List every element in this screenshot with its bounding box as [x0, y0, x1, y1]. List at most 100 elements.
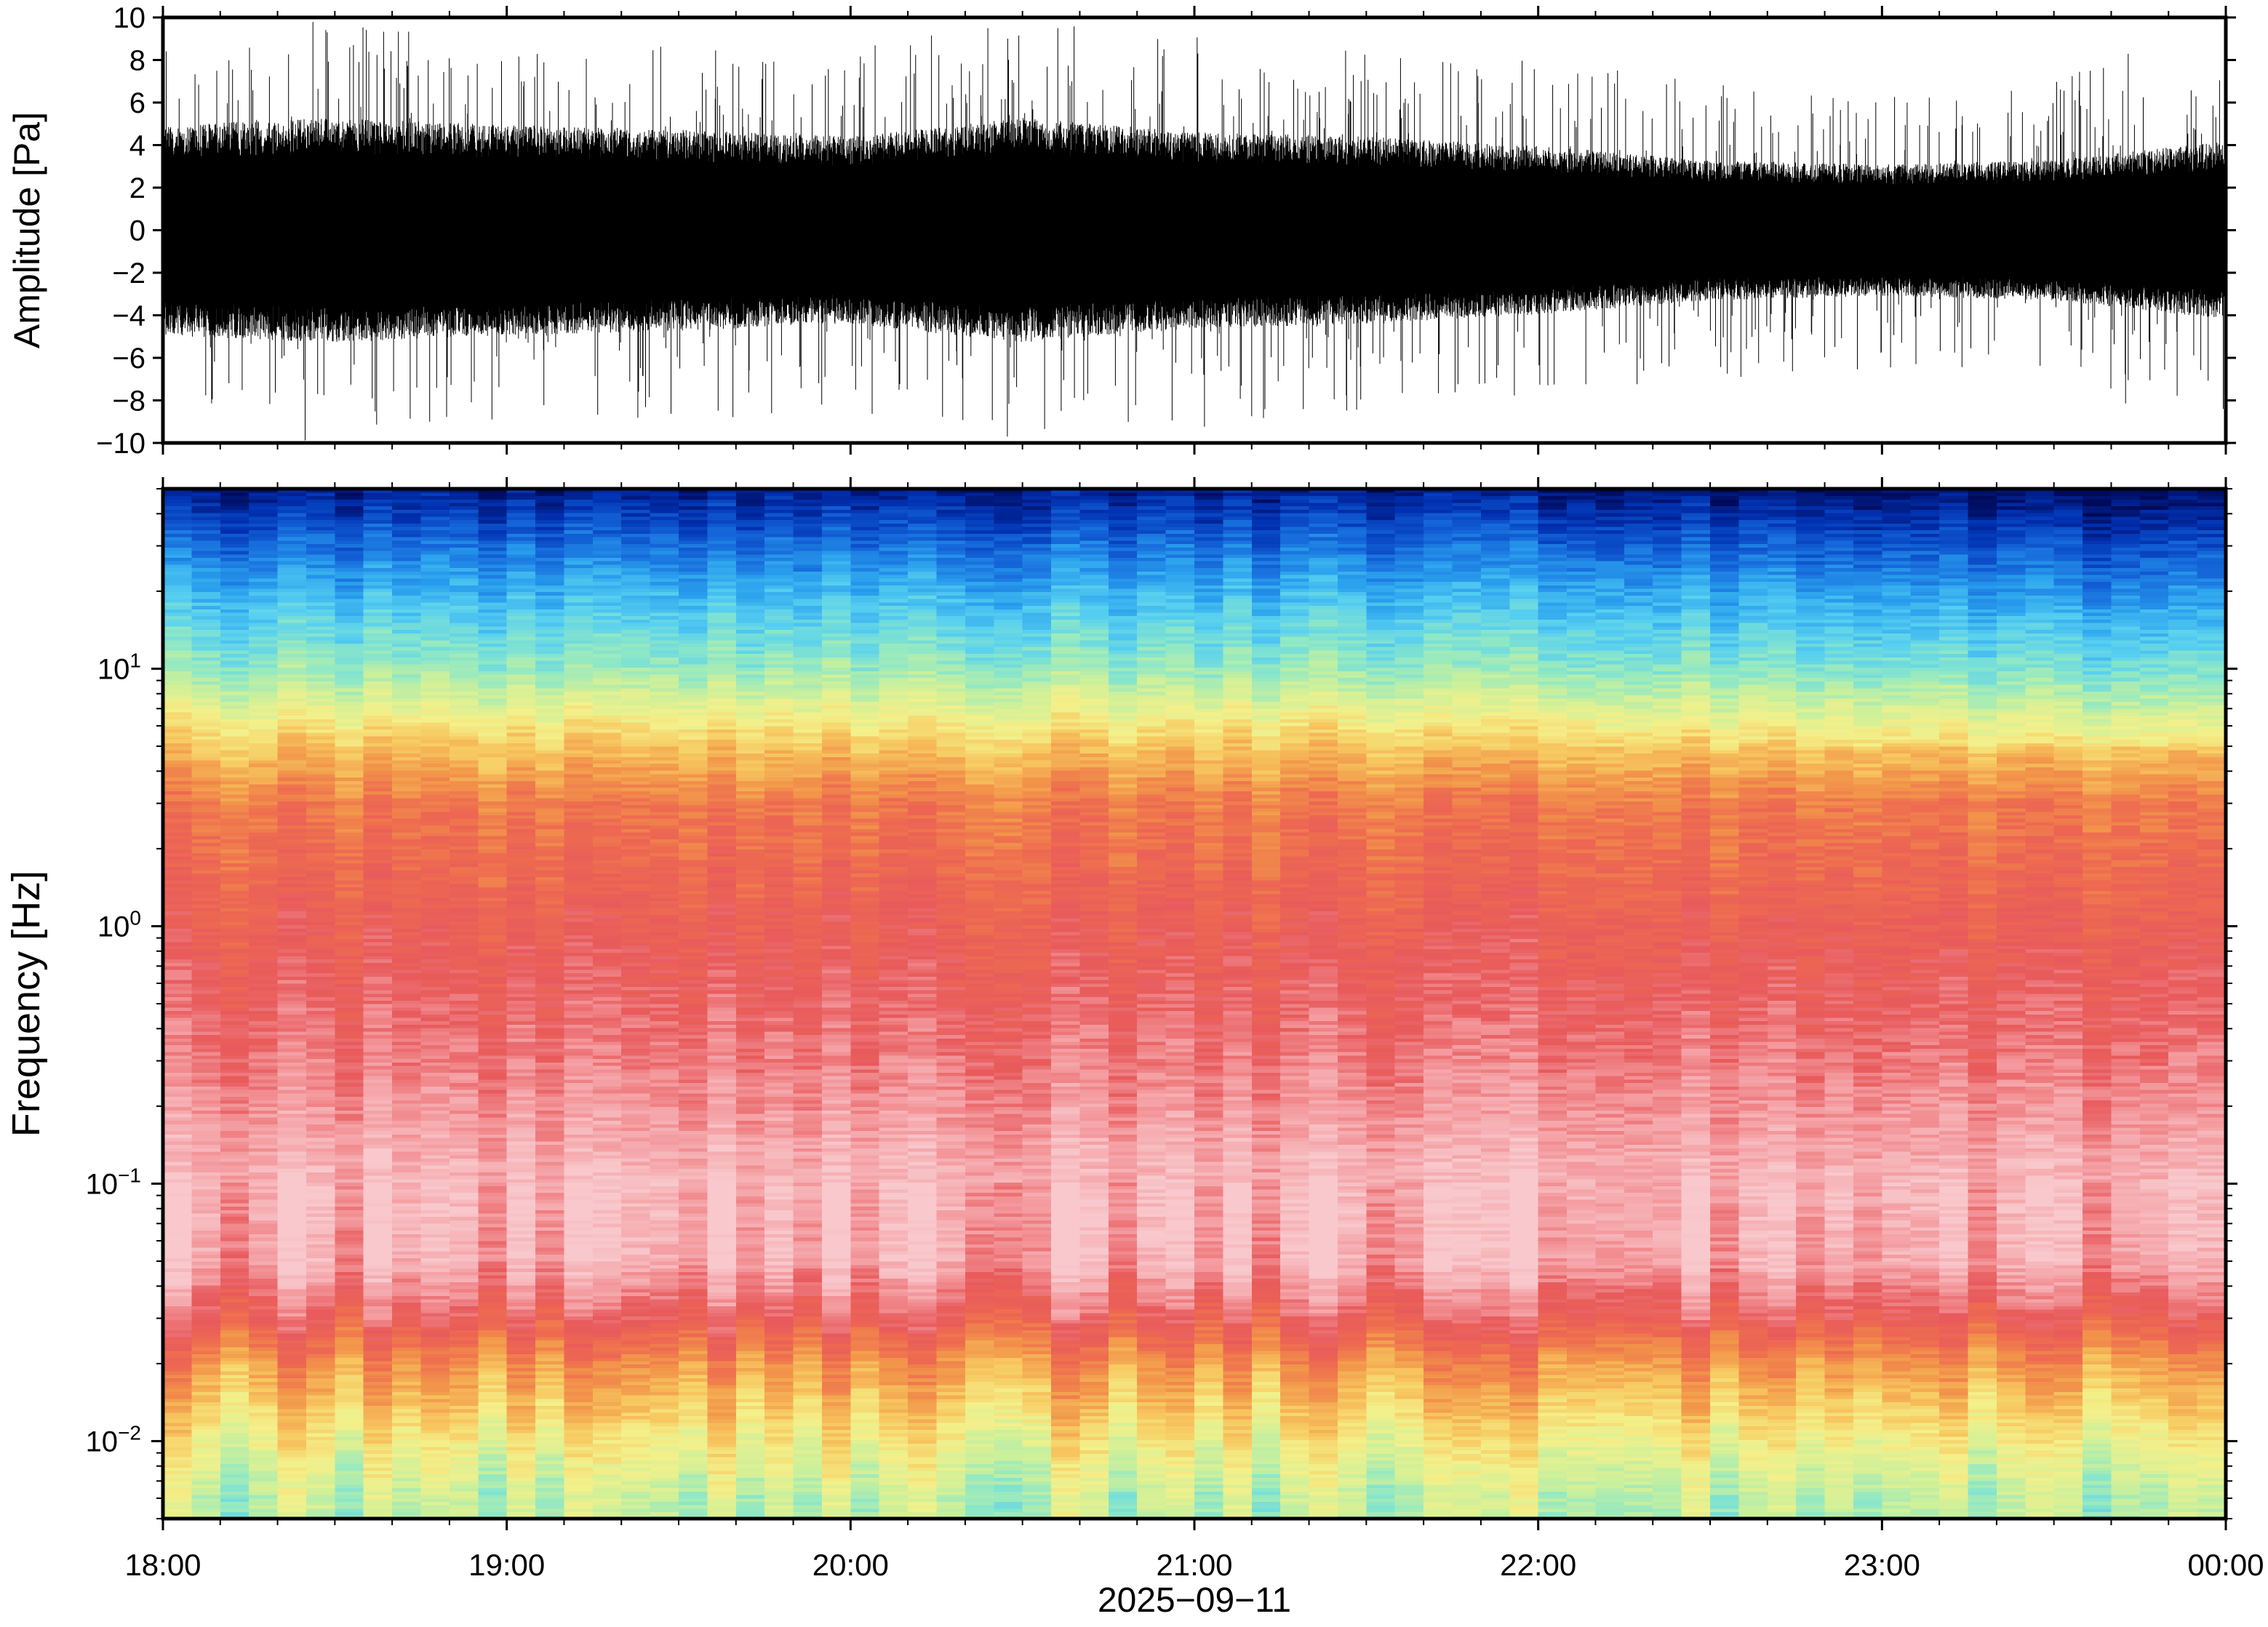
spectrogram-cell [249, 1031, 279, 1036]
spectrogram-cell [163, 585, 192, 589]
spectrogram-cell [621, 1367, 651, 1372]
spectrogram-cell [535, 1140, 565, 1146]
spectrogram-cell [449, 1460, 479, 1465]
spectrogram-cell [420, 938, 450, 943]
spectrogram-cell [535, 893, 565, 898]
spectrogram-cell [564, 1234, 594, 1238]
spectrogram-cell [163, 729, 192, 733]
spectrogram-cell [621, 1388, 651, 1392]
spectrogram-cell [592, 794, 622, 799]
spectrogram-cell [392, 1151, 422, 1156]
spectrogram-cell [420, 495, 450, 500]
spectrogram-cell [420, 835, 450, 840]
spectrogram-cell [592, 1384, 622, 1389]
spectrogram-cell [478, 1116, 508, 1122]
spectrogram-cell [621, 1322, 651, 1327]
spectrogram-cell [277, 705, 307, 709]
spectrogram-cell [306, 1024, 335, 1028]
spectrogram-cell [363, 1457, 393, 1461]
spectrogram-cell [564, 671, 594, 675]
spectrogram-cell [363, 1062, 393, 1066]
spectrogram-cell [363, 818, 393, 823]
spectrogram-cell [249, 839, 279, 843]
spectrogram-cell [392, 1076, 422, 1080]
spectrogram-cell [277, 671, 307, 675]
spectrogram-cell [277, 612, 307, 617]
spectrogram-cell [163, 1134, 192, 1138]
spectrogram-cell [392, 996, 422, 1001]
spectrogram-cell [335, 1138, 364, 1142]
spectrogram-cell [363, 732, 393, 737]
spectrogram-cell [191, 832, 221, 836]
spectrogram-cell [335, 1151, 364, 1156]
spectrogram-cell [564, 684, 594, 689]
spectrogram-cell [220, 914, 249, 919]
spectrogram-cell [249, 928, 279, 932]
spectrogram-cell [506, 721, 536, 727]
spectrogram-cell [392, 595, 422, 599]
spectrogram-cell [249, 1288, 279, 1293]
spectrogram-cell [392, 1481, 422, 1485]
spectrogram-cell [191, 1058, 221, 1063]
spectrogram-cell [420, 1031, 450, 1036]
spectrogram-cell [335, 1467, 364, 1471]
spectrogram-cell [592, 763, 622, 767]
spectrogram-cell [163, 537, 192, 541]
spectrogram-cell [564, 1381, 594, 1386]
spectrogram-cell [592, 880, 622, 884]
spectrogram-cell [392, 1429, 422, 1434]
spectrogram-cell [306, 1065, 335, 1070]
spectrogram-cell [392, 495, 422, 500]
spectrogram-cell [191, 990, 221, 994]
spectrogram-cell [535, 1082, 565, 1087]
spectrogram-cell [478, 787, 508, 791]
spectrogram-cell [449, 1004, 479, 1008]
spectrogram-cell [478, 811, 508, 815]
spectrogram-cell [564, 701, 594, 705]
spectrogram-cell [277, 1090, 307, 1094]
spectrogram-cell [163, 759, 192, 764]
spectrogram-cell [478, 1062, 508, 1066]
spectrogram-cell [220, 1494, 249, 1499]
spectrogram-cell [535, 671, 565, 675]
spectrogram-cell [306, 1188, 335, 1194]
spectrogram-cell [277, 1511, 307, 1516]
spectrogram-cell [535, 1188, 565, 1194]
spectrogram-cell [191, 1226, 221, 1231]
spectrogram-cell [564, 935, 594, 939]
spectrogram-cell [564, 615, 594, 620]
spectrogram-cell [335, 1264, 364, 1269]
spectrogram-cell [506, 1175, 536, 1180]
spectrogram-cell [564, 1127, 594, 1132]
spectrogram-cell [592, 1501, 622, 1506]
spectrogram-cell [306, 639, 335, 644]
spectrogram-cell [621, 1186, 651, 1190]
spectrogram-cell [506, 1285, 536, 1290]
spectrogram-cell [249, 1422, 279, 1427]
spectrogram-cell [277, 869, 307, 874]
spectrogram-cell [277, 1484, 307, 1489]
spectrogram-cell [220, 996, 249, 1001]
spectrogram-cell [163, 863, 192, 867]
spectrogram-cell [220, 815, 249, 819]
spectrogram-cell [478, 1426, 508, 1430]
spectrogram-cell [392, 807, 422, 812]
spectrogram-cell [392, 1354, 422, 1358]
spectrogram-cell [249, 1048, 279, 1052]
spectrogram-cell [277, 1470, 307, 1475]
spectrogram-cell [564, 643, 594, 647]
spectrogram-cell [592, 663, 622, 668]
spectrogram-cell [363, 979, 393, 984]
spectrogram-cell [420, 612, 450, 617]
spectrogram-cell [478, 1405, 508, 1410]
spectrogram-cell [163, 1402, 192, 1406]
spectrogram-cell [249, 1271, 279, 1276]
spectrogram-cell [420, 1274, 450, 1279]
spectrogram-cell [191, 828, 221, 833]
spectrogram-cell [306, 1298, 335, 1303]
spectrogram-cell [277, 924, 307, 929]
spectrogram-cell [478, 1343, 508, 1348]
spectrogram-cell [163, 1199, 192, 1204]
spectrogram-cell [392, 866, 422, 871]
spectrogram-cell [535, 1470, 565, 1475]
